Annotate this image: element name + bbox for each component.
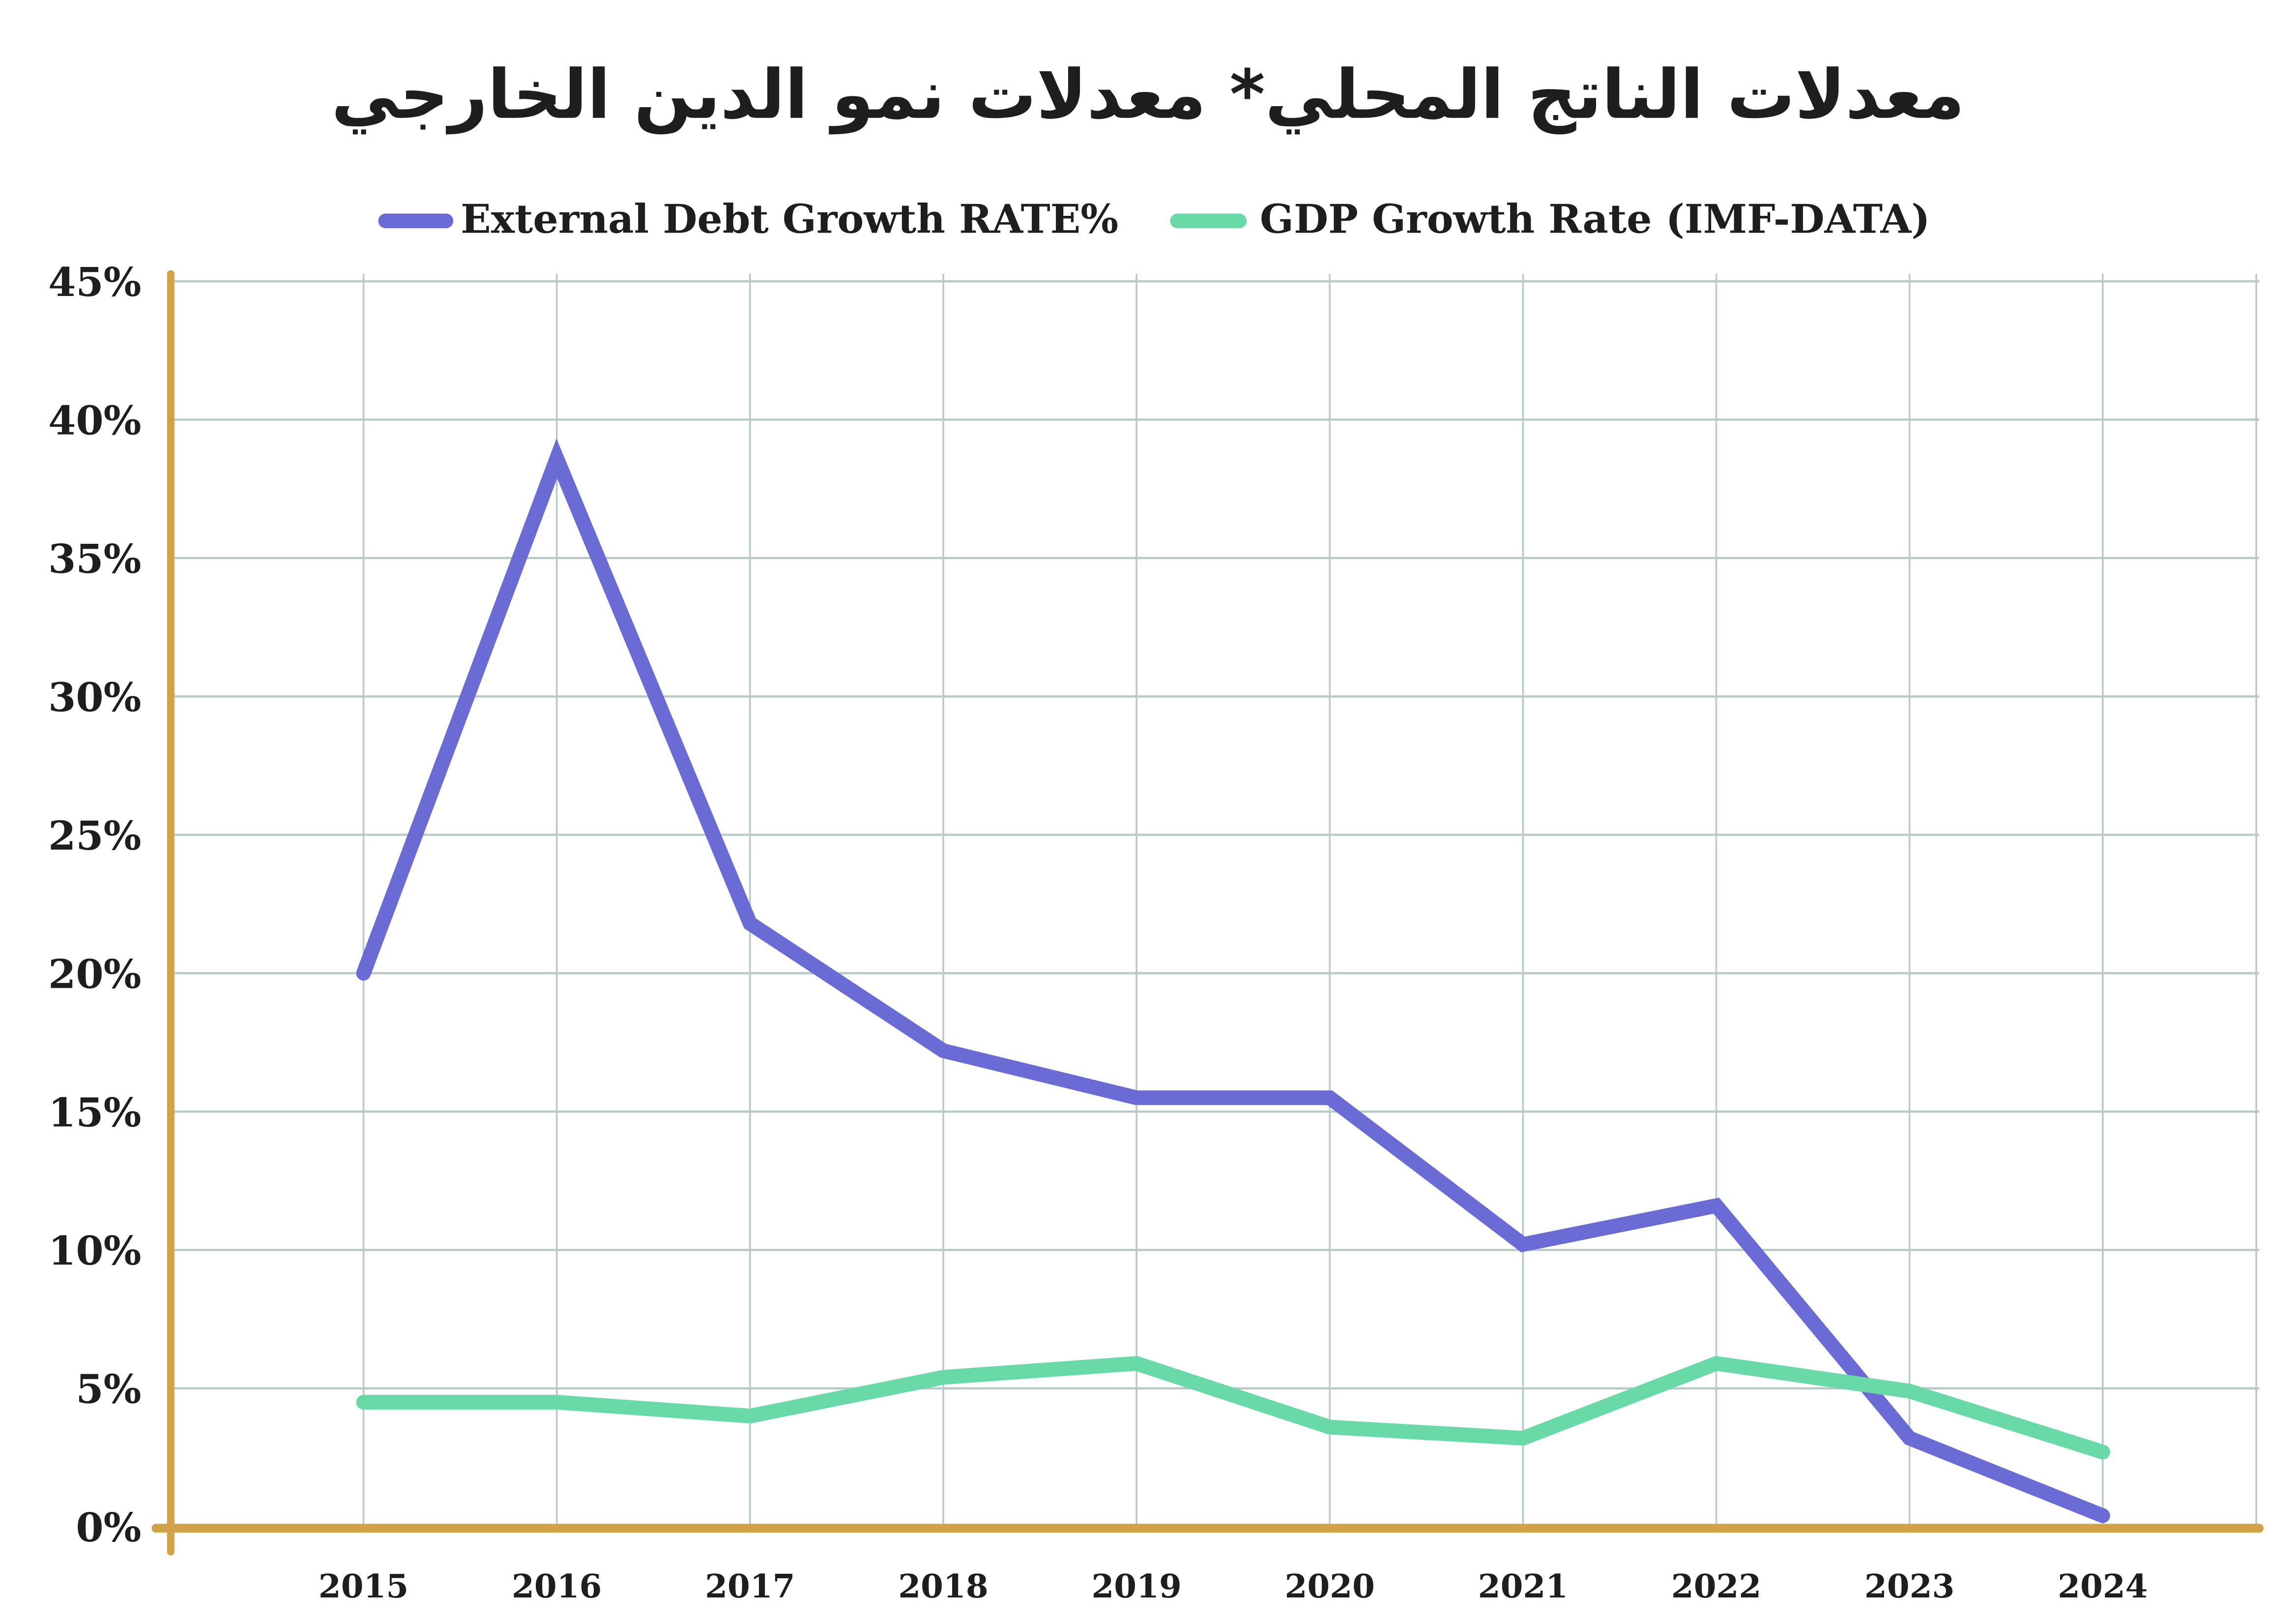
legend: External Debt Growth RATE% GDP Growth Ra… <box>378 196 1930 242</box>
x-tick-label: 2017 <box>705 1567 795 1605</box>
x-tick-label: 2024 <box>2058 1567 2148 1605</box>
x-axis-ticks: 2015 2016 2017 2018 2019 2020 2021 2022 2023 2024 <box>319 1567 2148 1605</box>
data-point <box>1909 1438 1910 1439</box>
y-tick-label: 35% <box>48 536 141 583</box>
x-tick-label: 2015 <box>319 1567 408 1605</box>
data-point <box>556 1402 557 1403</box>
data-point <box>363 1402 364 1403</box>
y-tick-label: 45% <box>48 259 141 306</box>
data-point <box>943 1377 944 1378</box>
data-point <box>556 458 557 459</box>
x-tick-label: 2019 <box>1091 1567 1181 1605</box>
data-point <box>750 923 751 924</box>
data-point <box>750 1416 751 1417</box>
y-tick-label: 5% <box>76 1366 141 1413</box>
series-line-gdp <box>356 1356 2110 1460</box>
y-tick-label: 15% <box>48 1090 141 1136</box>
x-tick-label: 2023 <box>1864 1567 1954 1605</box>
data-point <box>1136 1363 1137 1364</box>
y-tick-label: 25% <box>48 813 141 859</box>
y-tick-label: 30% <box>48 674 141 721</box>
y-tick-label: 0% <box>76 1505 141 1551</box>
x-tick-label: 2022 <box>1671 1567 1761 1605</box>
series-group <box>356 438 2110 1523</box>
data-point <box>1136 1097 1137 1098</box>
y-tick-label: 10% <box>48 1228 141 1274</box>
x-tick-label: 2016 <box>512 1567 602 1605</box>
chart-title: معدلات الناتج المحلي* معدلات نمو الدين ا… <box>331 56 1965 135</box>
legend-label-gdp: GDP Growth Rate (IMF-DATA) <box>1260 196 1930 242</box>
x-tick-label: 2020 <box>1285 1567 1375 1605</box>
y-tick-label: 20% <box>48 951 141 998</box>
x-tick-label: 2021 <box>1478 1567 1568 1605</box>
grid <box>171 274 2260 1529</box>
data-point <box>363 973 364 974</box>
series-line-external-debt <box>356 438 2110 1523</box>
y-axis-ticks: 0% 5% 10% 15% 20% 25% 30% 35% 40% 45% <box>48 259 141 1551</box>
legend-label-debt: External Debt Growth RATE% <box>461 196 1118 242</box>
y-tick-label: 40% <box>48 397 141 444</box>
x-tick-label: 2018 <box>898 1567 988 1605</box>
